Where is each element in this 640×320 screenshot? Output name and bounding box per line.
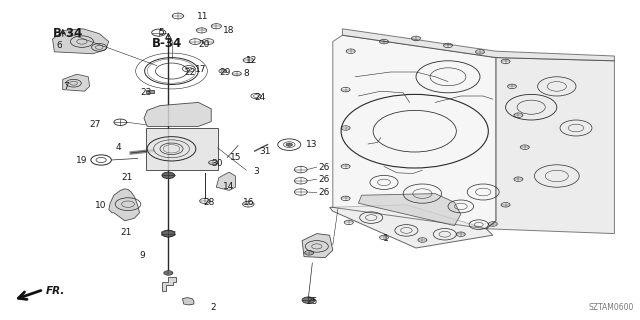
Text: 14: 14 [223, 182, 234, 191]
Polygon shape [342, 29, 614, 61]
Text: 8: 8 [243, 69, 249, 78]
Text: 6: 6 [56, 41, 62, 50]
Text: B-34: B-34 [152, 37, 182, 50]
Polygon shape [52, 29, 109, 54]
Circle shape [162, 230, 175, 237]
Text: 3: 3 [253, 167, 259, 176]
Text: 7: 7 [63, 82, 68, 91]
Text: FR.: FR. [46, 286, 65, 296]
Circle shape [162, 172, 175, 179]
Text: 28: 28 [204, 198, 215, 207]
Polygon shape [302, 234, 333, 258]
Polygon shape [330, 205, 493, 248]
Text: 18: 18 [223, 26, 234, 35]
Polygon shape [333, 35, 496, 229]
Text: SZTAM0600: SZTAM0600 [588, 303, 634, 312]
Text: 30: 30 [211, 159, 223, 168]
Text: 26: 26 [319, 188, 330, 197]
Text: 16: 16 [243, 198, 255, 207]
Polygon shape [146, 128, 218, 170]
Text: B-34: B-34 [53, 27, 83, 40]
Text: 21: 21 [122, 173, 133, 182]
Polygon shape [109, 189, 140, 221]
Polygon shape [182, 298, 194, 305]
Polygon shape [144, 102, 211, 126]
Text: 11: 11 [197, 12, 209, 21]
Text: 23: 23 [141, 88, 152, 97]
Text: 27: 27 [90, 120, 101, 129]
Text: 2: 2 [210, 303, 216, 312]
Text: 29: 29 [219, 68, 230, 76]
Polygon shape [162, 277, 176, 291]
Text: 19: 19 [76, 156, 87, 165]
Text: 25: 25 [306, 297, 317, 306]
Text: 31: 31 [259, 147, 271, 156]
Polygon shape [486, 58, 614, 234]
Text: 24: 24 [255, 93, 266, 102]
Text: 15: 15 [230, 153, 242, 162]
Text: 21: 21 [120, 228, 132, 237]
Polygon shape [358, 194, 461, 226]
Text: 20: 20 [198, 40, 210, 49]
Text: 26: 26 [319, 175, 330, 184]
Bar [146, 90, 154, 93]
Text: 1: 1 [383, 234, 388, 243]
Text: 12: 12 [246, 56, 258, 65]
Polygon shape [216, 172, 236, 190]
Circle shape [164, 271, 173, 275]
Text: 10: 10 [95, 201, 106, 210]
Text: 4: 4 [115, 143, 121, 152]
Text: 9: 9 [140, 252, 145, 260]
Text: 5: 5 [159, 28, 164, 37]
Polygon shape [63, 74, 90, 91]
Text: 26: 26 [319, 163, 330, 172]
Text: 22: 22 [184, 68, 196, 76]
Circle shape [286, 143, 292, 146]
Text: 17: 17 [195, 65, 207, 74]
Text: 13: 13 [306, 140, 317, 149]
Circle shape [302, 297, 315, 303]
